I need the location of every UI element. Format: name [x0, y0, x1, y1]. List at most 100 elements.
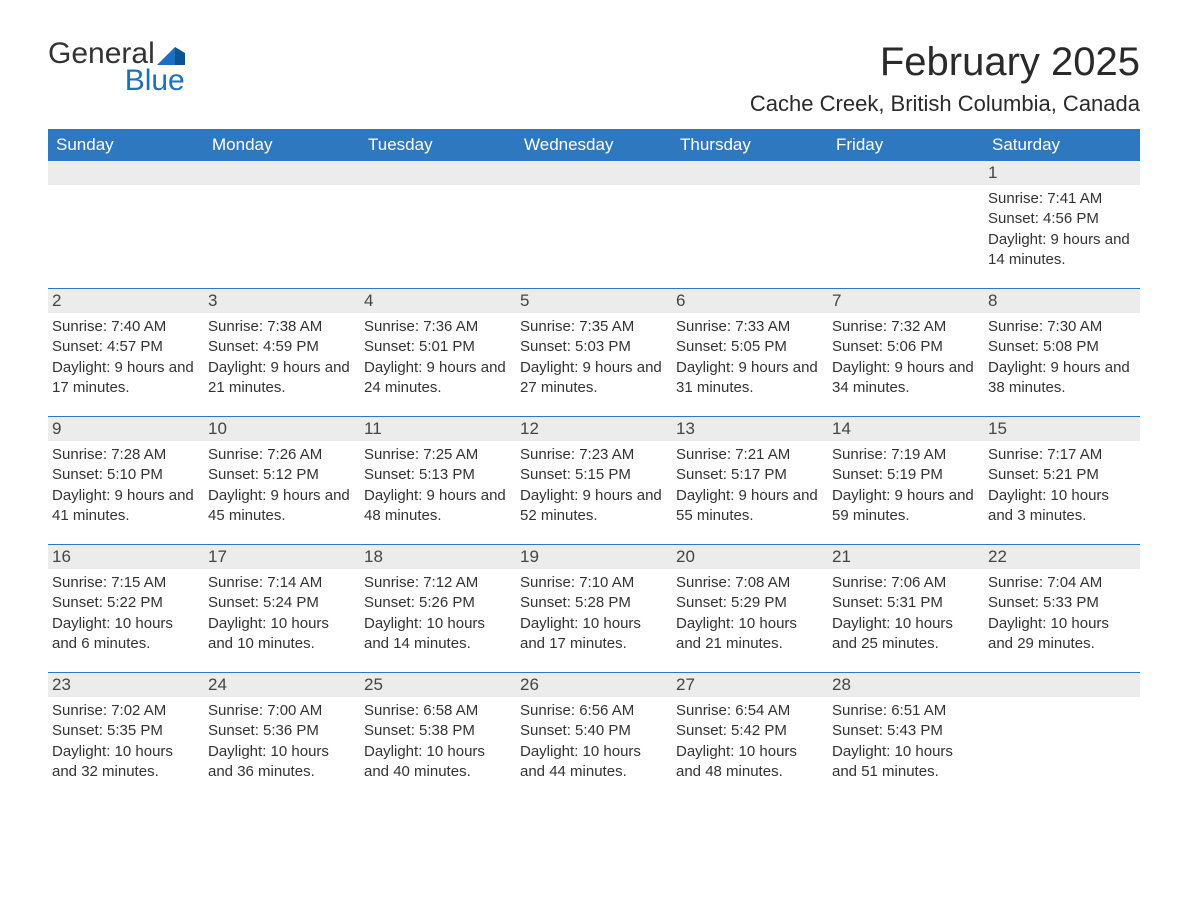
sunset-text: Sunset: 5:05 PM	[676, 337, 822, 357]
sunset-text: Sunset: 5:31 PM	[832, 593, 978, 613]
day-number: 22	[984, 545, 1140, 569]
sunrise-text: Sunrise: 7:28 AM	[52, 445, 198, 465]
day-number: 15	[984, 417, 1140, 441]
day-header: Saturday	[984, 129, 1140, 161]
sunrise-text: Sunrise: 7:33 AM	[676, 317, 822, 337]
calendar-cell: 16 Sunrise: 7:15 AMSunset: 5:22 PMDayligh…	[48, 545, 204, 673]
calendar-week-row: 9Sunrise: 7:28 AMSunset: 5:10 PMDaylight…	[48, 417, 1140, 545]
sunset-text: Sunset: 5:22 PM	[52, 593, 198, 613]
day-number-empty	[204, 161, 360, 185]
sunset-text: Sunset: 5:12 PM	[208, 465, 354, 485]
daylight-text: Daylight: 10 hours and 51 minutes.	[832, 742, 978, 783]
day-header: Thursday	[672, 129, 828, 161]
day-number: 2	[48, 289, 204, 313]
day-details: Sunrise: 7:25 AMSunset: 5:13 PMDaylight:…	[364, 445, 510, 526]
day-number: 19	[516, 545, 672, 569]
sunrise-text: Sunrise: 7:12 AM	[364, 573, 510, 593]
daylight-text: Daylight: 9 hours and 14 minutes.	[988, 230, 1134, 271]
calendar-cell	[48, 161, 204, 289]
day-number: 12	[516, 417, 672, 441]
day-number-empty	[828, 161, 984, 185]
day-details: Sunrise: 7:40 AMSunset: 4:57 PMDaylight:…	[52, 317, 198, 398]
day-details: Sunrise: 7:23 AMSunset: 5:15 PMDaylight:…	[520, 445, 666, 526]
calendar-cell: 4Sunrise: 7:36 AMSunset: 5:01 PMDaylight…	[360, 289, 516, 417]
day-details: Sunrise: 7:36 AMSunset: 5:01 PMDaylight:…	[364, 317, 510, 398]
daylight-text: Daylight: 9 hours and 31 minutes.	[676, 358, 822, 399]
page-header: General Blue February 2025 Cache Creek, …	[48, 40, 1140, 117]
calendar-table: Sunday Monday Tuesday Wednesday Thursday…	[48, 129, 1140, 800]
day-number: 24	[204, 673, 360, 697]
day-details: Sunrise: 7:17 AMSunset: 5:21 PMDaylight:…	[988, 445, 1134, 526]
day-number-empty	[516, 161, 672, 185]
day-number: 11	[360, 417, 516, 441]
daylight-text: Daylight: 10 hours and 32 minutes.	[52, 742, 198, 783]
daylight-text: Daylight: 9 hours and 24 minutes.	[364, 358, 510, 399]
calendar-cell: 13Sunrise: 7:21 AMSunset: 5:17 PMDayligh…	[672, 417, 828, 545]
sunset-text: Sunset: 5:42 PM	[676, 721, 822, 741]
sunset-text: Sunset: 5:43 PM	[832, 721, 978, 741]
sunrise-text: Sunrise: 7:15 AM	[52, 573, 198, 593]
day-number: 8	[984, 289, 1140, 313]
day-number: 6	[672, 289, 828, 313]
location-subtitle: Cache Creek, British Columbia, Canada	[750, 91, 1140, 117]
day-number: 16	[48, 545, 204, 569]
calendar-cell: 7Sunrise: 7:32 AMSunset: 5:06 PMDaylight…	[828, 289, 984, 417]
sunset-text: Sunset: 5:40 PM	[520, 721, 666, 741]
sunset-text: Sunset: 5:06 PM	[832, 337, 978, 357]
day-number-empty	[984, 673, 1140, 697]
calendar-cell: 22 Sunrise: 7:04 AMSunset: 5:33 PMDayligh…	[984, 545, 1140, 673]
sunset-text: Sunset: 5:36 PM	[208, 721, 354, 741]
day-number: 17	[204, 545, 360, 569]
sunrise-text: Sunrise: 6:51 AM	[832, 701, 978, 721]
daylight-text: Daylight: 10 hours and 3 minutes.	[988, 486, 1134, 527]
calendar-cell: 9Sunrise: 7:28 AMSunset: 5:10 PMDaylight…	[48, 417, 204, 545]
daylight-text: Daylight: 9 hours and 17 minutes.	[52, 358, 198, 399]
calendar-cell: 14Sunrise: 7:19 AMSunset: 5:19 PMDayligh…	[828, 417, 984, 545]
calendar-cell	[516, 161, 672, 289]
calendar-cell: 6 Sunrise: 7:33 AMSunset: 5:05 PMDaylight…	[672, 289, 828, 417]
sunrise-text: Sunrise: 7:06 AM	[832, 573, 978, 593]
calendar-cell: 28 Sunrise: 6:51 AMSunset: 5:43 PMDayligh…	[828, 673, 984, 801]
day-details: Sunrise: 7:21 AMSunset: 5:17 PMDaylight:…	[676, 445, 822, 526]
sunrise-text: Sunrise: 7:32 AM	[832, 317, 978, 337]
sunrise-text: Sunrise: 7:40 AM	[52, 317, 198, 337]
calendar-cell	[204, 161, 360, 289]
sunset-text: Sunset: 5:33 PM	[988, 593, 1134, 613]
daylight-text: Daylight: 9 hours and 45 minutes.	[208, 486, 354, 527]
day-details: Sunrise: 7:38 AMSunset: 4:59 PMDaylight:…	[208, 317, 354, 398]
day-number-empty	[48, 161, 204, 185]
calendar-cell: 25Sunrise: 6:58 AMSunset: 5:38 PMDayligh…	[360, 673, 516, 801]
sunrise-text: Sunrise: 7:35 AM	[520, 317, 666, 337]
day-number: 21	[828, 545, 984, 569]
sunrise-text: Sunrise: 7:10 AM	[520, 573, 666, 593]
sunset-text: Sunset: 5:03 PM	[520, 337, 666, 357]
daylight-text: Daylight: 10 hours and 17 minutes.	[520, 614, 666, 655]
day-number-empty	[672, 161, 828, 185]
sunrise-text: Sunrise: 7:04 AM	[988, 573, 1134, 593]
day-number: 27	[672, 673, 828, 697]
daylight-text: Daylight: 10 hours and 21 minutes.	[676, 614, 822, 655]
calendar-week-row: 2 Sunrise: 7:40 AMSunset: 4:57 PMDaylight…	[48, 289, 1140, 417]
day-details: Sunrise: 7:06 AMSunset: 5:31 PMDaylight:…	[832, 573, 978, 654]
sunset-text: Sunset: 5:13 PM	[364, 465, 510, 485]
day-number: 28	[828, 673, 984, 697]
sunset-text: Sunset: 5:28 PM	[520, 593, 666, 613]
daylight-text: Daylight: 9 hours and 52 minutes.	[520, 486, 666, 527]
daylight-text: Daylight: 10 hours and 29 minutes.	[988, 614, 1134, 655]
sunrise-text: Sunrise: 7:08 AM	[676, 573, 822, 593]
day-details: Sunrise: 7:30 AMSunset: 5:08 PMDaylight:…	[988, 317, 1134, 398]
day-details: Sunrise: 7:10 AMSunset: 5:28 PMDaylight:…	[520, 573, 666, 654]
calendar-cell: 2 Sunrise: 7:40 AMSunset: 4:57 PMDaylight…	[48, 289, 204, 417]
day-details: Sunrise: 6:54 AMSunset: 5:42 PMDaylight:…	[676, 701, 822, 782]
sunset-text: Sunset: 5:17 PM	[676, 465, 822, 485]
sunset-text: Sunset: 5:21 PM	[988, 465, 1134, 485]
day-details: Sunrise: 7:08 AMSunset: 5:29 PMDaylight:…	[676, 573, 822, 654]
sunrise-text: Sunrise: 7:36 AM	[364, 317, 510, 337]
calendar-week-row: 16Sunrise: 7:15 AMSunset: 5:22 PMDayligh…	[48, 545, 1140, 673]
daylight-text: Daylight: 10 hours and 6 minutes.	[52, 614, 198, 655]
logo: General Blue	[48, 40, 185, 94]
calendar-cell: 12 Sunrise: 7:23 AMSunset: 5:15 PMDayligh…	[516, 417, 672, 545]
calendar-cell: 1Sunrise: 7:41 AMSunset: 4:56 PMDaylight…	[984, 161, 1140, 289]
day-header: Sunday	[48, 129, 204, 161]
day-details: Sunrise: 7:00 AMSunset: 5:36 PMDaylight:…	[208, 701, 354, 782]
